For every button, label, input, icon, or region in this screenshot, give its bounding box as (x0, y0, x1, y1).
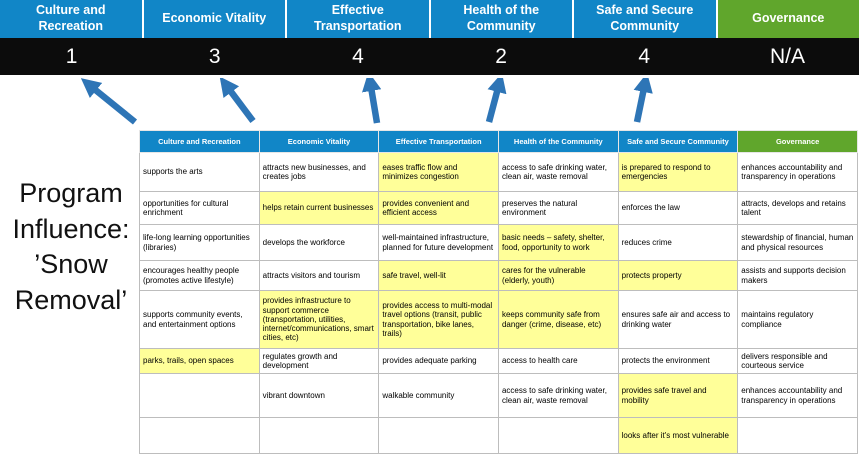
matrix-cell (378, 417, 499, 454)
matrix-cell: access to safe drinking water, clean air… (497, 152, 619, 192)
matrix-cell: well-maintained infrastructure, planned … (378, 224, 499, 261)
matrix-row-7: vibrant downtown walkable community access… (139, 373, 858, 418)
matrix-cell: provides adequate parking (378, 348, 499, 374)
matrix-row-2: opportunities for cultural enrichment hel… (139, 191, 858, 225)
matrix-cell-highlighted: looks after it's most vulnerable (617, 417, 739, 454)
score-culture-and-recreation: 1 (65, 44, 78, 68)
matrix-cell: reduces crime (617, 224, 739, 261)
matrix-cell: assists and supports decision makers (737, 260, 858, 291)
matrix-cell: walkable community (378, 373, 499, 418)
matrix-row-3: life-long learning opportunities (librar… (139, 224, 858, 261)
score-governance: N/A (769, 44, 805, 68)
matrix-row-8: looks after it's most vulnerable (139, 417, 858, 454)
matrix-cell: protects the environment (617, 348, 739, 374)
matrix-cell: stewardship of financial, human and phys… (737, 224, 858, 261)
matrix-cell: attracts, develops and retains talent (737, 191, 858, 225)
matrix-cell: opportunities for cultural enrichment (139, 191, 260, 225)
matrix-cell-highlighted: provides access to multi-modal travel op… (378, 290, 499, 349)
matrix-cell-highlighted: safe travel, well-lit (378, 260, 499, 291)
matrix-cell (497, 417, 619, 454)
score-health-of-the-community: 2 (495, 44, 507, 68)
matrix-cell-highlighted: keeps community safe from danger (crime,… (497, 290, 619, 349)
matrix-cell: enhances accountability and transparency… (737, 152, 858, 192)
score-effective-transportation: 4 (352, 44, 364, 68)
matrix-cell: ensures safe air and access to drinking … (617, 290, 739, 349)
matrix-cell: access to health care (497, 348, 619, 374)
program-influence-title: Program Influence: ’Snow Removal’ (12, 178, 130, 315)
matrix-cell (737, 417, 858, 454)
category-header-safe-and-secure-community: Safe and Secure Community (574, 0, 716, 38)
matrix-cell-highlighted: helps retain current businesses (258, 191, 380, 225)
matrix-cell-highlighted: provides infrastructure to support comme… (258, 290, 380, 349)
matrix-header-governance: Governance (737, 130, 858, 153)
matrix-row-1: supports the arts attracts new businesses… (139, 152, 858, 192)
matrix-cell-highlighted: provides convenient and efficient access (378, 191, 499, 225)
matrix-row-6: parks, trails, open spaces regulates grow… (139, 348, 858, 374)
score-row: 1 3 4 2 4 N/A (0, 38, 859, 75)
matrix-cell-highlighted: provides safe travel and mobility (617, 373, 739, 418)
category-header-row: Culture and Recreation Economic Vitality E… (0, 0, 859, 38)
matrix-cell (258, 417, 380, 454)
arrow-up-icon (633, 78, 653, 123)
category-header-governance: Governance (717, 0, 859, 38)
influence-arrows (80, 78, 653, 125)
matrix-header-economic-vitality: Economic Vitality (258, 130, 380, 153)
matrix-cell-highlighted: is prepared to respond to emergencies (617, 152, 739, 192)
arrow-up-icon (219, 78, 256, 123)
category-header-health-of-the-community: Health of the Community (430, 0, 572, 38)
category-header-culture-and-recreation: Culture and Recreation (0, 0, 142, 38)
matrix-header-effective-transportation: Effective Transportation (378, 130, 499, 153)
matrix-cell: attracts visitors and tourism (258, 260, 380, 291)
matrix-cell: life-long learning opportunities (librar… (139, 224, 260, 261)
matrix-body: supports the arts attracts new businesses… (139, 152, 858, 454)
arrow-up-icon (80, 78, 138, 125)
matrix-cell-highlighted: eases traffic flow and minimizes congest… (378, 152, 499, 192)
matrix-cell (139, 373, 260, 418)
arrow-up-icon (485, 78, 507, 123)
matrix-cell: encourages healthy people (promotes acti… (139, 260, 260, 291)
matrix-cell: enforces the law (617, 191, 739, 225)
matrix-cell: access to safe drinking water, clean air… (497, 373, 619, 418)
score-safe-and-secure-community: 4 (638, 44, 651, 68)
category-header-economic-vitality: Economic Vitality (143, 0, 285, 38)
matrix-cell: develops the workforce (258, 224, 380, 261)
matrix-row-4: encourages healthy people (promotes acti… (139, 260, 858, 291)
matrix-header-row: Culture and Recreation Economic Vitality E… (139, 130, 858, 153)
matrix-cell (139, 417, 260, 454)
matrix-cell: attracts new businesses, and creates job… (258, 152, 380, 192)
matrix-cell: delivers responsible and courteous servi… (737, 348, 858, 374)
score-economic-vitality: 3 (208, 44, 221, 68)
matrix-cell: maintains regulatory compliance (737, 290, 858, 349)
arrow-up-icon (362, 78, 382, 124)
matrix-header-health-of-the-community: Health of the Community (497, 130, 619, 153)
matrix-cell: regulates growth and development (258, 348, 380, 374)
matrix-cell: preserves the natural environment (497, 191, 619, 225)
matrix-cell: supports community events, and entertain… (139, 290, 260, 349)
matrix-header-culture-and-recreation: Culture and Recreation (139, 130, 260, 153)
matrix-header-safe-and-secure-community: Safe and Secure Community (617, 130, 739, 153)
matrix-cell-highlighted: parks, trails, open spaces (139, 348, 260, 374)
category-header-effective-transportation: Effective Transportation (287, 0, 429, 38)
matrix-cell: vibrant downtown (258, 373, 380, 418)
matrix-cell: enhances accountability and transparency… (737, 373, 858, 418)
matrix-cell: supports the arts (139, 152, 260, 192)
matrix-cell-highlighted: protects property (617, 260, 739, 291)
matrix-cell-highlighted: cares for the vulnerable (elderly, youth… (497, 260, 619, 291)
influence-matrix-table: Culture and Recreation Economic Vitality E… (139, 130, 858, 454)
matrix-cell-highlighted: basic needs – safety, shelter, food, opp… (497, 224, 619, 261)
matrix-row-5: supports community events, and entertain… (139, 290, 858, 349)
